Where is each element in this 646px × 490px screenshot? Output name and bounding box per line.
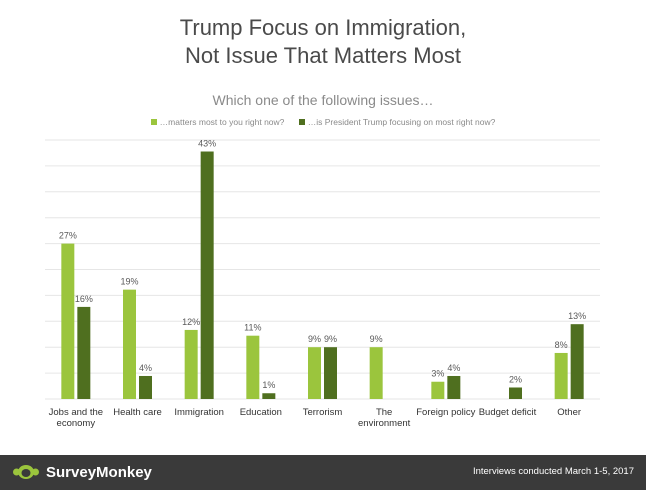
legend-label-series2: …is President Trump focusing on most rig… (307, 117, 496, 127)
data-label: 11% (244, 323, 261, 333)
footer-bar: SurveyMonkey Interviews conducted March … (0, 455, 646, 490)
data-label: 16% (75, 294, 93, 304)
data-label: 8% (555, 340, 568, 350)
category-label: economy (57, 418, 96, 429)
surveymonkey-logo: SurveyMonkey (12, 461, 152, 483)
bar-series1 (554, 352, 568, 399)
legend-swatch-series1 (150, 118, 157, 125)
category-label: environment (358, 418, 411, 429)
category-label: Other (557, 407, 581, 418)
chart-subtitle: Which one of the following issues… (212, 92, 434, 108)
bar-series2 (200, 151, 214, 399)
legend-swatch-series2 (298, 118, 305, 125)
bar-series2 (509, 387, 522, 399)
category-label: Budget deficit (479, 407, 537, 418)
interview-dates: Interviews conducted March 1-5, 2017 (472, 466, 634, 477)
category-label: Jobs and the (49, 407, 103, 418)
bar-series2 (324, 347, 337, 399)
data-label: 9% (308, 334, 321, 344)
data-label: 27% (59, 231, 77, 241)
data-label: 9% (324, 334, 337, 344)
data-label: 9% (370, 334, 383, 344)
bar-series1 (431, 381, 445, 399)
data-label: 12% (182, 317, 200, 327)
monkey-logo-icon (13, 465, 39, 479)
bar-series1 (369, 347, 383, 399)
bar-series1 (61, 243, 75, 399)
bar-series1 (123, 289, 136, 399)
bar-series1 (308, 347, 321, 399)
data-label: 3% (431, 369, 444, 379)
data-label: 4% (447, 363, 460, 373)
data-label: 4% (139, 363, 152, 373)
legend-item-series2: …is President Trump focusing on most rig… (298, 117, 496, 127)
category-label: Education (240, 407, 282, 418)
bar-series2 (77, 306, 91, 399)
data-label: 43% (198, 139, 216, 149)
data-label: 19% (120, 277, 138, 287)
category-label: Terrorism (303, 407, 343, 418)
legend-item-series1: …matters most to you right now? (150, 117, 285, 127)
chart-title-line2: Not Issue That Matters Most (185, 43, 461, 68)
bar-series2 (447, 375, 461, 399)
category-label: Health care (113, 407, 162, 418)
category-label: Immigration (174, 407, 224, 418)
bar-series1 (184, 329, 198, 399)
data-label: 1% (262, 380, 275, 390)
legend: …matters most to you right now? …is Pres… (0, 117, 646, 127)
data-label: 2% (509, 374, 522, 384)
legend-label-series1: …matters most to you right now? (159, 117, 285, 127)
data-label: 13% (568, 311, 586, 321)
bar-series1 (246, 335, 260, 399)
bar-series2 (262, 393, 276, 399)
bar-series2 (570, 324, 584, 399)
bar-series2 (139, 375, 152, 399)
brand-name: SurveyMonkey (46, 463, 152, 481)
category-label: Foreign policy (416, 407, 475, 418)
category-label: The (376, 407, 392, 418)
chart-title-line1: Trump Focus on Immigration, (179, 15, 467, 40)
